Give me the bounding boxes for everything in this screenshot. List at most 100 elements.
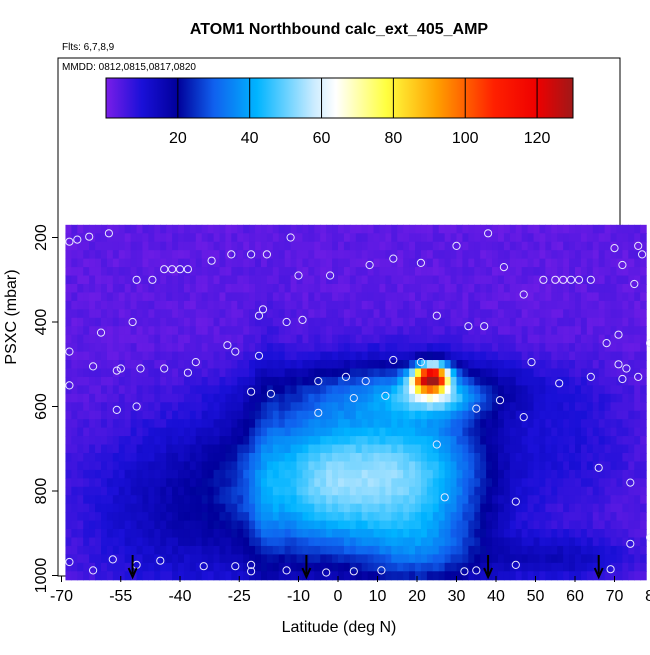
- heatmap-cell: [593, 411, 600, 420]
- heatmap-cell: [320, 360, 327, 369]
- heatmap-cell: [599, 326, 606, 335]
- heatmap-cell: [237, 487, 244, 496]
- heatmap-cell: [628, 385, 635, 394]
- heatmap-cell: [492, 546, 499, 555]
- heatmap-cell: [415, 250, 422, 259]
- heatmap-cell: [439, 402, 446, 411]
- heatmap-cell: [516, 436, 523, 445]
- heatmap-cell: [374, 284, 381, 293]
- heatmap-cell: [439, 470, 446, 479]
- heatmap-cell: [385, 402, 392, 411]
- heatmap-cell: [640, 470, 647, 479]
- heatmap-cell: [516, 377, 523, 386]
- heatmap-cell: [421, 318, 428, 327]
- heatmap-cell: [569, 301, 576, 310]
- heatmap-cell: [534, 394, 541, 403]
- heatmap-cell: [569, 504, 576, 513]
- heatmap-cell: [83, 225, 90, 234]
- heatmap-cell: [504, 326, 511, 335]
- heatmap-cell: [237, 461, 244, 470]
- heatmap-cell: [539, 411, 546, 420]
- heatmap-cell: [314, 495, 321, 504]
- heatmap-cell: [551, 225, 558, 234]
- heatmap-cell: [415, 402, 422, 411]
- heatmap-cell: [255, 259, 262, 268]
- heatmap-cell: [190, 250, 197, 259]
- heatmap-cell: [77, 529, 84, 538]
- heatmap-cell: [486, 411, 493, 420]
- heatmap-cell: [142, 402, 149, 411]
- heatmap-cell: [616, 394, 623, 403]
- heatmap-cell: [125, 352, 132, 361]
- heatmap-cell: [243, 394, 250, 403]
- heatmap-cell: [166, 512, 173, 521]
- heatmap-cell: [480, 267, 487, 276]
- heatmap-cell: [451, 225, 458, 234]
- heatmap-cell: [279, 250, 286, 259]
- heatmap-cell: [243, 326, 250, 335]
- heatmap-cell: [498, 571, 505, 580]
- heatmap-cell: [113, 478, 120, 487]
- heatmap-cell: [350, 512, 357, 521]
- heatmap-cell: [178, 554, 185, 563]
- heatmap-cell: [616, 546, 623, 555]
- heatmap-cell: [622, 335, 629, 344]
- heatmap-cell: [605, 242, 612, 251]
- heatmap-cell: [308, 242, 315, 251]
- heatmap-cell: [350, 368, 357, 377]
- heatmap-cell: [83, 352, 90, 361]
- heatmap-cell: [249, 411, 256, 420]
- heatmap-cell: [285, 470, 292, 479]
- heatmap-cell: [231, 428, 238, 437]
- heatmap-cell: [534, 402, 541, 411]
- heatmap-cell: [107, 259, 114, 268]
- heatmap-cell: [338, 461, 345, 470]
- heatmap-cell: [397, 318, 404, 327]
- heatmap-cell: [409, 571, 416, 580]
- heatmap-cell: [225, 368, 232, 377]
- heatmap-cell: [599, 360, 606, 369]
- heatmap-cell: [599, 233, 606, 242]
- heatmap-cell: [267, 233, 274, 242]
- heatmap-cell: [261, 470, 268, 479]
- heatmap-cell: [237, 529, 244, 538]
- heatmap-cell: [243, 571, 250, 580]
- heatmap-cell: [385, 301, 392, 310]
- heatmap-cell: [634, 394, 641, 403]
- heatmap-cell: [350, 250, 357, 259]
- heatmap-cell: [71, 419, 78, 428]
- heatmap-cell: [131, 343, 138, 352]
- heatmap-cell: [379, 292, 386, 301]
- heatmap-cell: [243, 521, 250, 530]
- heatmap-cell: [539, 445, 546, 454]
- heatmap-cell: [172, 521, 179, 530]
- heatmap-cell: [599, 259, 606, 268]
- sample-point: [647, 340, 650, 347]
- heatmap-cell: [148, 529, 155, 538]
- heatmap-cell: [457, 529, 464, 538]
- heatmap-cell: [344, 292, 351, 301]
- heatmap-cell: [291, 292, 298, 301]
- heatmap-cell: [569, 259, 576, 268]
- heatmap-cell: [172, 318, 179, 327]
- heatmap-cell: [314, 571, 321, 580]
- heatmap-cell: [314, 512, 321, 521]
- heatmap-cell: [403, 318, 410, 327]
- heatmap-cell: [498, 284, 505, 293]
- heatmap-cell: [332, 259, 339, 268]
- heatmap-cell: [616, 309, 623, 318]
- heatmap-cell: [273, 343, 280, 352]
- heatmap-cell: [510, 368, 517, 377]
- heatmap-cell: [261, 546, 268, 555]
- heatmap-cell: [581, 242, 588, 251]
- heatmap-cell: [409, 470, 416, 479]
- heatmap-cell: [634, 267, 641, 276]
- heatmap-cell: [457, 521, 464, 530]
- heatmap-cell: [261, 326, 268, 335]
- heatmap-cell: [528, 495, 535, 504]
- heatmap-cell: [640, 478, 647, 487]
- heatmap-cell: [119, 419, 126, 428]
- heatmap-cell: [332, 546, 339, 555]
- heatmap-cell: [385, 309, 392, 318]
